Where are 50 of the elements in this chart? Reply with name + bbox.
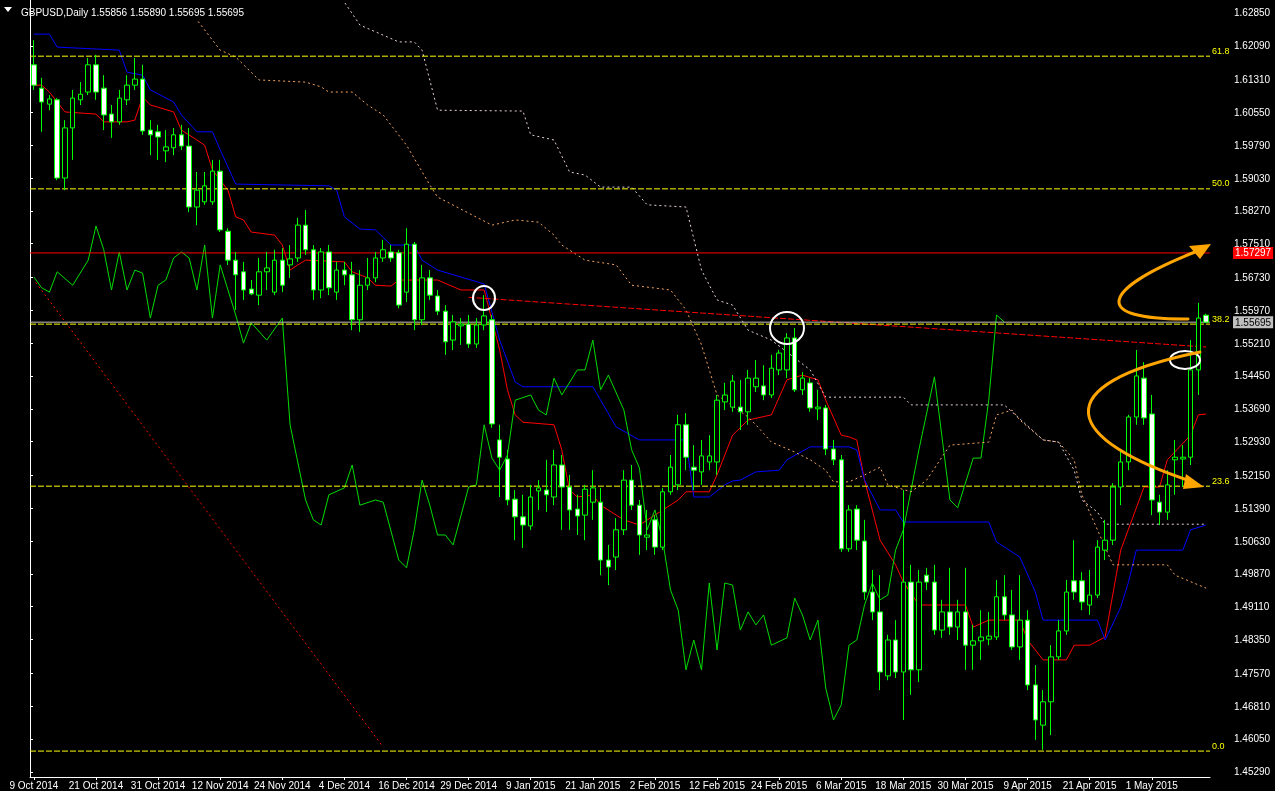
x-tick-label: 16 Dec 2014 [378, 779, 436, 791]
x-tick-label: 24 Feb 2015 [751, 779, 808, 791]
text: 0.0 [1212, 740, 1225, 751]
x-tick-label: 9 Oct 2014 [9, 779, 59, 791]
y-tick-label: 1.48350 [1234, 634, 1271, 646]
text: 61.8 [1212, 45, 1230, 56]
y-tick-label: 1.61310 [1234, 74, 1271, 86]
x-tick-label: 18 Mar 2015 [875, 779, 932, 791]
x-tick-label: 21 Apr 2015 [1062, 779, 1118, 791]
y-tick-label: 1.52930 [1234, 436, 1271, 448]
x-tick-label: 31 Oct 2014 [130, 779, 186, 791]
y-tick-label: 1.59030 [1234, 172, 1271, 184]
y-tick-label: 1.60550 [1234, 106, 1271, 118]
x-tick-label: 9 Apr 2015 [1003, 779, 1053, 791]
y-tick-label: 1.47570 [1234, 667, 1271, 679]
y-tick-label: 1.50630 [1234, 535, 1271, 547]
x-tick-label: 24 Nov 2014 [253, 779, 312, 791]
text: 38.2 [1212, 313, 1230, 324]
y-tick-label: 1.56730 [1234, 271, 1271, 283]
x-tick-label: 2 Feb 2015 [629, 779, 681, 791]
y-tick-label: 1.46050 [1234, 733, 1271, 745]
x-tick-label: 12 Nov 2014 [191, 779, 249, 791]
x-tick-label: 29 Dec 2014 [440, 779, 498, 791]
y-tick-label: 1.55210 [1234, 337, 1271, 349]
y-tick-label: 1.55970 [1234, 304, 1271, 316]
ref-line-label: 1.55695 [1235, 316, 1272, 328]
y-tick-label: 1.59790 [1234, 139, 1271, 151]
y-tick-label: 1.51390 [1234, 502, 1271, 514]
text: 23.6 [1212, 475, 1230, 486]
y-tick-label: 1.49110 [1234, 601, 1270, 613]
y-tick-label: 1.49870 [1234, 568, 1271, 580]
y-tick-label: 1.58270 [1234, 205, 1271, 217]
y-tick-label: 1.57510 [1234, 238, 1271, 250]
x-tick-label: 4 Dec 2014 [318, 779, 371, 791]
y-tick-label: 1.53690 [1234, 403, 1271, 415]
x-tick-label: 12 Feb 2015 [688, 779, 746, 791]
x-tick-label: 21 Jan 2015 [565, 779, 621, 791]
y-tick-label: 1.45290 [1234, 766, 1271, 778]
y-tick-label: 1.62850 [1234, 7, 1271, 19]
y-tick-label: 1.52150 [1234, 469, 1271, 481]
x-tick-label: 30 Mar 2015 [937, 779, 994, 791]
x-tick-label: 21 Oct 2014 [68, 779, 124, 791]
y-tick-label: 1.62090 [1234, 40, 1271, 52]
x-tick-label: 9 Jan 2015 [505, 779, 556, 791]
x-tick-label: 6 Mar 2015 [815, 779, 867, 791]
ref-line-label: 1.57297 [1235, 247, 1272, 259]
text: 50.0 [1212, 178, 1230, 189]
x-tick-label: 1 May 2015 [1125, 779, 1179, 791]
y-tick-label: 1.46810 [1234, 700, 1271, 712]
y-tick-label: 1.54450 [1234, 370, 1271, 382]
